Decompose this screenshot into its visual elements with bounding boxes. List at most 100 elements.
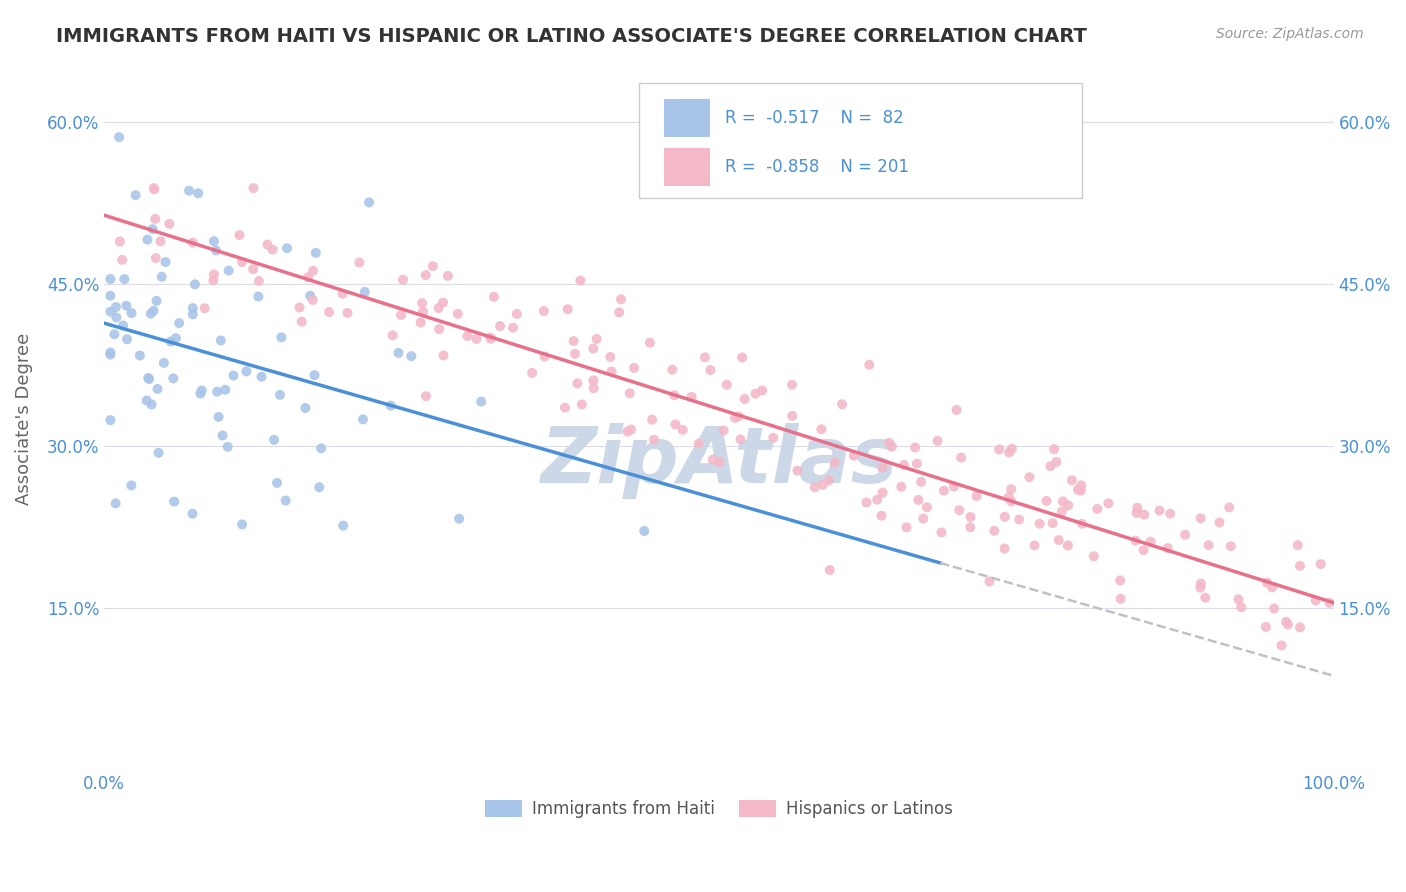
Point (108, 235, 131, 249)
Point (211, 428, 233, 442)
Point (672, 423, 695, 437)
Point (159, 334, 181, 349)
Point (1018, 470, 1040, 484)
Point (190, 384, 212, 398)
Point (422, 259, 444, 273)
Point (520, 366, 543, 380)
Point (202, 268, 225, 282)
Point (804, 480, 827, 494)
Point (124, 188, 146, 202)
Point (270, 330, 292, 344)
Point (194, 301, 217, 316)
Point (167, 316, 190, 330)
Point (302, 264, 325, 278)
Point (1083, 549, 1105, 564)
Point (661, 362, 683, 376)
Point (142, 181, 165, 195)
Point (181, 235, 204, 250)
Point (1126, 500, 1149, 515)
Point (181, 307, 204, 321)
Point (336, 306, 359, 320)
Point (479, 332, 502, 346)
Point (1218, 500, 1240, 515)
Point (664, 388, 686, 402)
Point (948, 503, 970, 517)
Point (1070, 478, 1092, 492)
Point (184, 277, 207, 292)
Point (427, 301, 450, 315)
Point (304, 368, 326, 383)
Point (120, 478, 142, 492)
Point (128, 349, 150, 363)
Point (693, 351, 716, 365)
Point (263, 433, 285, 447)
Point (214, 383, 236, 397)
Point (231, 255, 253, 269)
Point (762, 431, 785, 445)
Point (931, 525, 953, 540)
Point (1277, 617, 1299, 632)
Point (600, 364, 623, 378)
Point (146, 382, 169, 396)
Point (880, 440, 903, 454)
Point (294, 401, 316, 415)
Text: ZipAtlas: ZipAtlas (540, 424, 897, 500)
Point (427, 322, 450, 336)
Point (877, 435, 900, 450)
Point (1309, 557, 1331, 571)
Point (1067, 483, 1090, 497)
Point (181, 507, 204, 521)
Point (177, 184, 200, 198)
Point (308, 480, 330, 494)
Point (643, 433, 665, 447)
Point (993, 541, 1015, 556)
Point (1319, 596, 1341, 610)
Point (912, 511, 935, 525)
Point (242, 181, 264, 195)
Point (569, 274, 592, 288)
Point (1042, 516, 1064, 530)
Point (411, 296, 433, 310)
Point (357, 195, 380, 210)
Point (896, 520, 918, 534)
Point (138, 372, 160, 386)
Point (305, 245, 328, 260)
Point (353, 285, 375, 299)
Point (810, 422, 832, 436)
Point (1289, 558, 1312, 573)
Point (100, 413, 122, 427)
Point (932, 483, 955, 498)
Point (288, 301, 311, 315)
Point (1001, 442, 1024, 456)
Point (1085, 501, 1108, 516)
Point (554, 401, 576, 415)
Point (1174, 527, 1197, 541)
Point (818, 563, 841, 577)
Point (1109, 574, 1132, 588)
Point (108, 130, 131, 145)
Point (811, 478, 834, 492)
Point (1157, 541, 1180, 555)
Point (409, 316, 432, 330)
Point (915, 500, 938, 515)
Point (181, 301, 204, 315)
FancyBboxPatch shape (640, 83, 1081, 198)
Point (1109, 591, 1132, 606)
Point (818, 474, 841, 488)
Point (262, 243, 284, 257)
Point (1286, 538, 1309, 552)
Point (247, 289, 270, 303)
Point (100, 348, 122, 362)
Point (927, 434, 949, 448)
Point (1194, 591, 1216, 605)
Point (250, 369, 273, 384)
Point (1256, 575, 1278, 590)
Point (1198, 538, 1220, 552)
Point (209, 334, 232, 348)
Point (870, 508, 893, 523)
Point (1227, 592, 1250, 607)
Point (145, 293, 167, 308)
Point (332, 286, 354, 301)
Point (607, 305, 630, 319)
Point (1139, 534, 1161, 549)
